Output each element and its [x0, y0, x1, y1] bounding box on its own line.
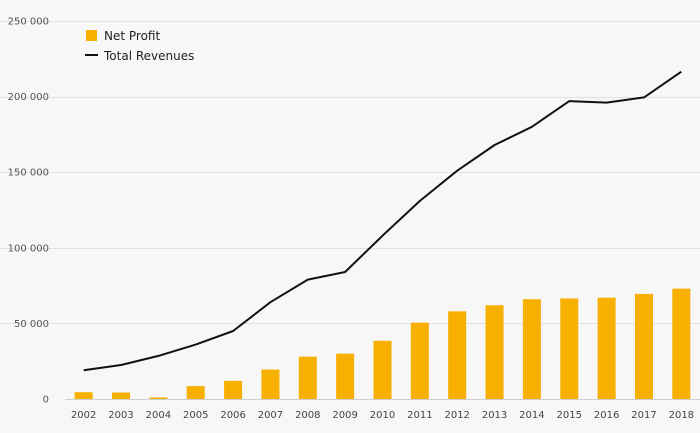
bar-net-profit: [74, 392, 93, 399]
y-tick-label: 200 000: [8, 92, 49, 103]
x-tick-label: 2007: [258, 410, 283, 421]
bar-net-profit: [522, 299, 541, 399]
x-axis-ticks: 2002 2003 2004 2005 2006 2007 2008 2009 2010 2011…: [71, 410, 694, 421]
bar-net-profit: [261, 369, 280, 399]
bar-net-profit: [485, 305, 504, 399]
x-tick-label: 2015: [557, 410, 582, 421]
x-tick-label: 2010: [370, 410, 395, 421]
x-tick-label: 2018: [669, 410, 694, 421]
net-profit-bars: [74, 288, 691, 399]
bar-net-profit: [448, 311, 467, 399]
legend-swatch-net-profit: [86, 30, 97, 41]
x-tick-label: 2013: [482, 410, 507, 421]
bar-net-profit: [672, 288, 691, 399]
x-tick-label: 2011: [407, 410, 432, 421]
x-tick-label: 2014: [519, 410, 544, 421]
x-tick-label: 2005: [183, 410, 208, 421]
x-tick-label: 2003: [108, 410, 133, 421]
bar-net-profit: [634, 293, 653, 399]
bar-net-profit: [373, 340, 392, 399]
legend: Net Profit Total Revenues: [85, 29, 194, 63]
bar-net-profit: [224, 380, 243, 399]
bar-net-profit: [186, 386, 205, 399]
total-revenues-line: [83, 70, 682, 372]
x-tick-label: 2004: [146, 410, 171, 421]
bar-net-profit: [597, 297, 616, 399]
gridlines: [0, 21, 700, 324]
legend-label-total-revenues: Total Revenues: [103, 49, 194, 63]
x-tick-label: 2002: [71, 410, 96, 421]
bar-net-profit: [560, 298, 579, 399]
y-axis-ticks: 0 50 000 100 000 150 000 200 000 250 000: [8, 17, 49, 406]
bar-net-profit: [149, 397, 168, 399]
y-tick-label: 50 000: [14, 319, 49, 330]
x-tick-label: 2012: [444, 410, 469, 421]
x-tick-label: 2008: [295, 410, 320, 421]
y-tick-label: 150 000: [8, 168, 49, 179]
y-tick-label: 250 000: [8, 17, 49, 28]
legend-label-net-profit: Net Profit: [104, 29, 160, 43]
x-tick-label: 2006: [220, 410, 245, 421]
bar-net-profit: [410, 322, 429, 399]
x-tick-label: 2009: [332, 410, 357, 421]
bar-net-profit: [298, 356, 317, 399]
bar-net-profit: [336, 353, 355, 399]
bar-net-profit: [112, 392, 131, 399]
y-tick-label: 100 000: [8, 243, 49, 254]
y-tick-label: 0: [43, 395, 49, 406]
x-tick-label: 2016: [594, 410, 619, 421]
x-tick-label: 2017: [631, 410, 656, 421]
